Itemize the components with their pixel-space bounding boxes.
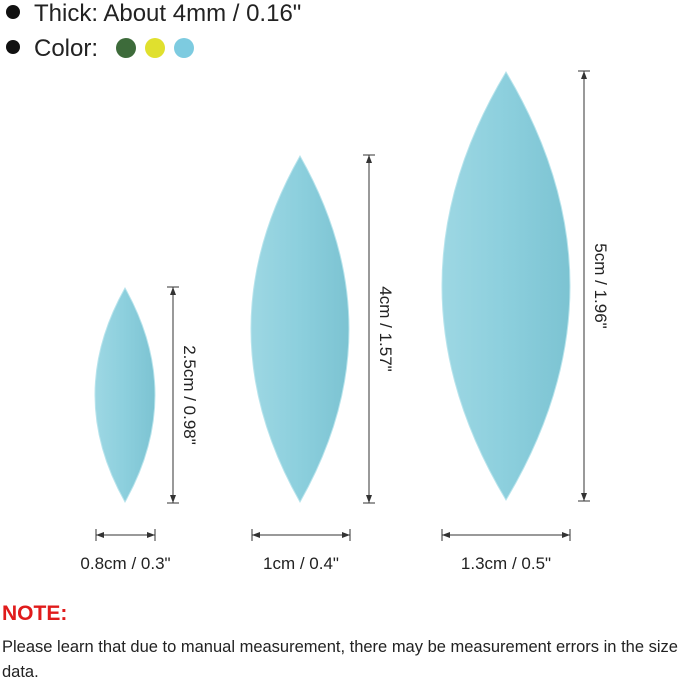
bullet-text: Thick: About 4mm / 0.16"	[34, 0, 301, 27]
arrow-head	[170, 287, 176, 295]
arrow-head	[342, 532, 350, 538]
width-label: 1cm / 0.4"	[263, 554, 339, 573]
arrow-head	[581, 493, 587, 501]
leaf-bead	[250, 154, 350, 504]
arrow-head	[252, 532, 260, 538]
note-text: Please learn that due to manual measurem…	[2, 638, 678, 681]
width-label: 1.3cm / 0.5"	[461, 554, 551, 573]
arrow-head	[366, 495, 372, 503]
height-label: 2.5cm / 0.98"	[180, 345, 199, 445]
color-swatch	[116, 38, 136, 58]
leaf-bead	[94, 286, 156, 504]
arrow-head	[170, 495, 176, 503]
bullet-dot	[6, 40, 20, 54]
color-swatch	[174, 38, 194, 58]
arrow-head	[366, 155, 372, 163]
arrow-head	[147, 532, 155, 538]
width-label: 0.8cm / 0.3"	[80, 554, 170, 573]
arrow-head	[581, 71, 587, 79]
diagram: Thick: About 4mm / 0.16" Color: 2.5cm / …	[6, 0, 610, 573]
items: 2.5cm / 0.98" 0.8cm / 0.3" 4cm / 1.57" 1cm …	[80, 70, 610, 573]
arrow-head	[442, 532, 450, 538]
note-title: NOTE:	[2, 602, 68, 625]
arrow-head	[562, 532, 570, 538]
arrow-head	[96, 532, 104, 538]
bullet-text: Color:	[34, 35, 98, 62]
color-swatch	[145, 38, 165, 58]
height-label: 4cm / 1.57"	[376, 286, 395, 371]
height-label: 5cm / 1.96"	[591, 243, 610, 328]
leaf-bead	[441, 71, 571, 501]
bullet-dot	[6, 5, 20, 19]
